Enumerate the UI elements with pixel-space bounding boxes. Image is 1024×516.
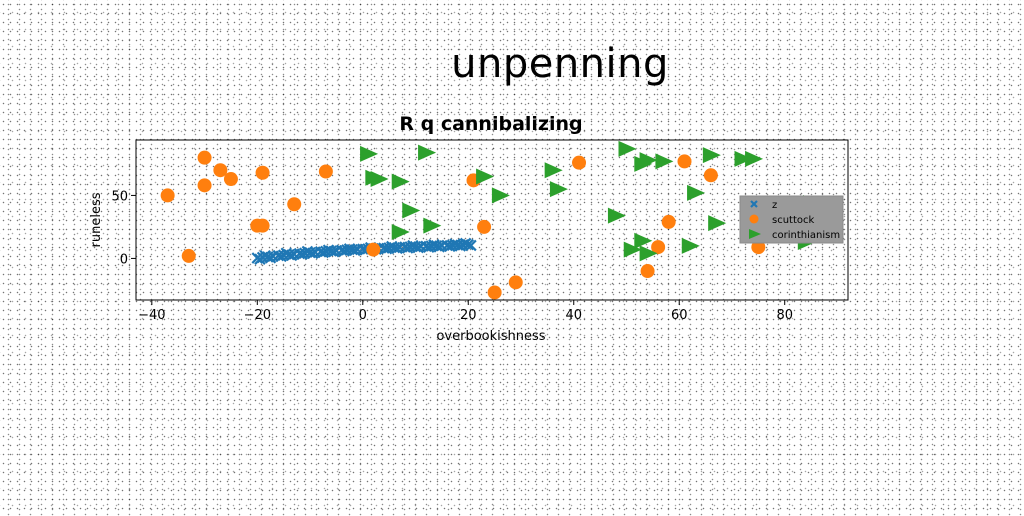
scuttock-point — [213, 163, 228, 178]
corinthianism-point — [549, 181, 568, 198]
scuttock-point — [223, 172, 238, 187]
axes: −40 −20 0 20 40 60 80 0 50 — [111, 189, 793, 323]
y-axis-label: runeless — [89, 192, 104, 247]
scuttock-point — [287, 197, 302, 212]
corinthianism-point — [734, 150, 753, 167]
y-tick-label: 50 — [111, 189, 128, 204]
corinthianism-point — [639, 152, 658, 169]
scuttock-point — [197, 178, 212, 193]
legend-label-scuttock: scuttock — [772, 215, 815, 226]
chart-title: R q cannibalizing — [399, 113, 582, 135]
scuttock-point — [477, 219, 492, 234]
corinthianism-point — [623, 241, 642, 258]
scuttock-point — [181, 248, 196, 263]
legend-label-z: z — [772, 200, 777, 211]
z-point — [428, 239, 440, 251]
x-tick-label: 60 — [671, 308, 688, 323]
legend: z scuttock corinthianism — [739, 195, 844, 244]
z-point — [343, 243, 356, 255]
scuttock-point — [572, 155, 587, 170]
corinthianism-point — [476, 168, 495, 185]
z-point — [259, 250, 271, 262]
scuttock-point — [487, 285, 502, 300]
z-point — [280, 247, 293, 260]
corinthianism-point — [681, 237, 700, 254]
scuttock-point — [651, 240, 666, 255]
y-tick-label: 0 — [120, 252, 128, 267]
scuttock-point — [677, 154, 692, 169]
corinthianism-point — [634, 232, 653, 249]
scuttock-point — [255, 165, 270, 180]
corinthianism-point — [423, 217, 442, 234]
x-tick-label: 20 — [460, 308, 477, 323]
x-axis-label: overbookishness — [436, 329, 545, 344]
scuttock-point — [160, 188, 175, 203]
corinthianism-point — [708, 215, 727, 232]
corinthianism-point — [391, 223, 410, 240]
corinthianism-point — [391, 173, 410, 190]
corinthianism-point — [418, 144, 437, 161]
scuttock-point — [640, 264, 655, 279]
scuttock-point — [255, 218, 270, 233]
corinthianism-point — [618, 140, 637, 157]
corinthianism-point — [402, 202, 421, 219]
legend-marker-corinthianism — [749, 229, 761, 239]
scuttock-point — [751, 240, 766, 255]
z-point — [407, 239, 419, 252]
scuttock-point — [366, 242, 381, 257]
corinthianism-point — [544, 162, 563, 179]
z-point — [275, 250, 287, 263]
x-tick-label: −20 — [244, 308, 271, 323]
data-points — [160, 140, 822, 300]
scuttock-point — [661, 214, 676, 229]
corinthianism-point — [491, 187, 510, 204]
legend-marker-z — [750, 200, 758, 208]
x-tick-label: 40 — [565, 308, 582, 323]
z-point — [254, 253, 266, 265]
legend-label-corinthianism: corinthianism — [772, 230, 840, 241]
corinthianism-point — [702, 147, 721, 164]
corinthianism-point — [607, 207, 626, 224]
z-point — [322, 244, 335, 256]
z-point — [449, 238, 461, 250]
legend-marker-scuttock — [749, 214, 759, 224]
corinthianism-point — [370, 171, 389, 188]
z-point — [386, 240, 398, 253]
scuttock-point — [318, 164, 333, 179]
corinthianism-point — [639, 245, 658, 262]
corinthianism-point — [360, 145, 379, 162]
page-title-text: unpenning — [451, 41, 669, 87]
corinthianism-point — [745, 150, 764, 167]
x-tick-label: 0 — [359, 308, 367, 323]
x-tick-label: −40 — [138, 308, 165, 323]
z-point — [301, 245, 314, 258]
x-tick-label: 80 — [776, 308, 793, 323]
page-title: unpenning — [0, 38, 1024, 90]
scuttock-point — [703, 168, 718, 183]
plot-area — [135, 139, 849, 301]
z-point — [459, 237, 472, 250]
scuttock-point — [508, 275, 523, 290]
corinthianism-point — [655, 153, 674, 170]
corinthianism-point — [687, 184, 706, 201]
scuttock-point — [197, 150, 212, 165]
